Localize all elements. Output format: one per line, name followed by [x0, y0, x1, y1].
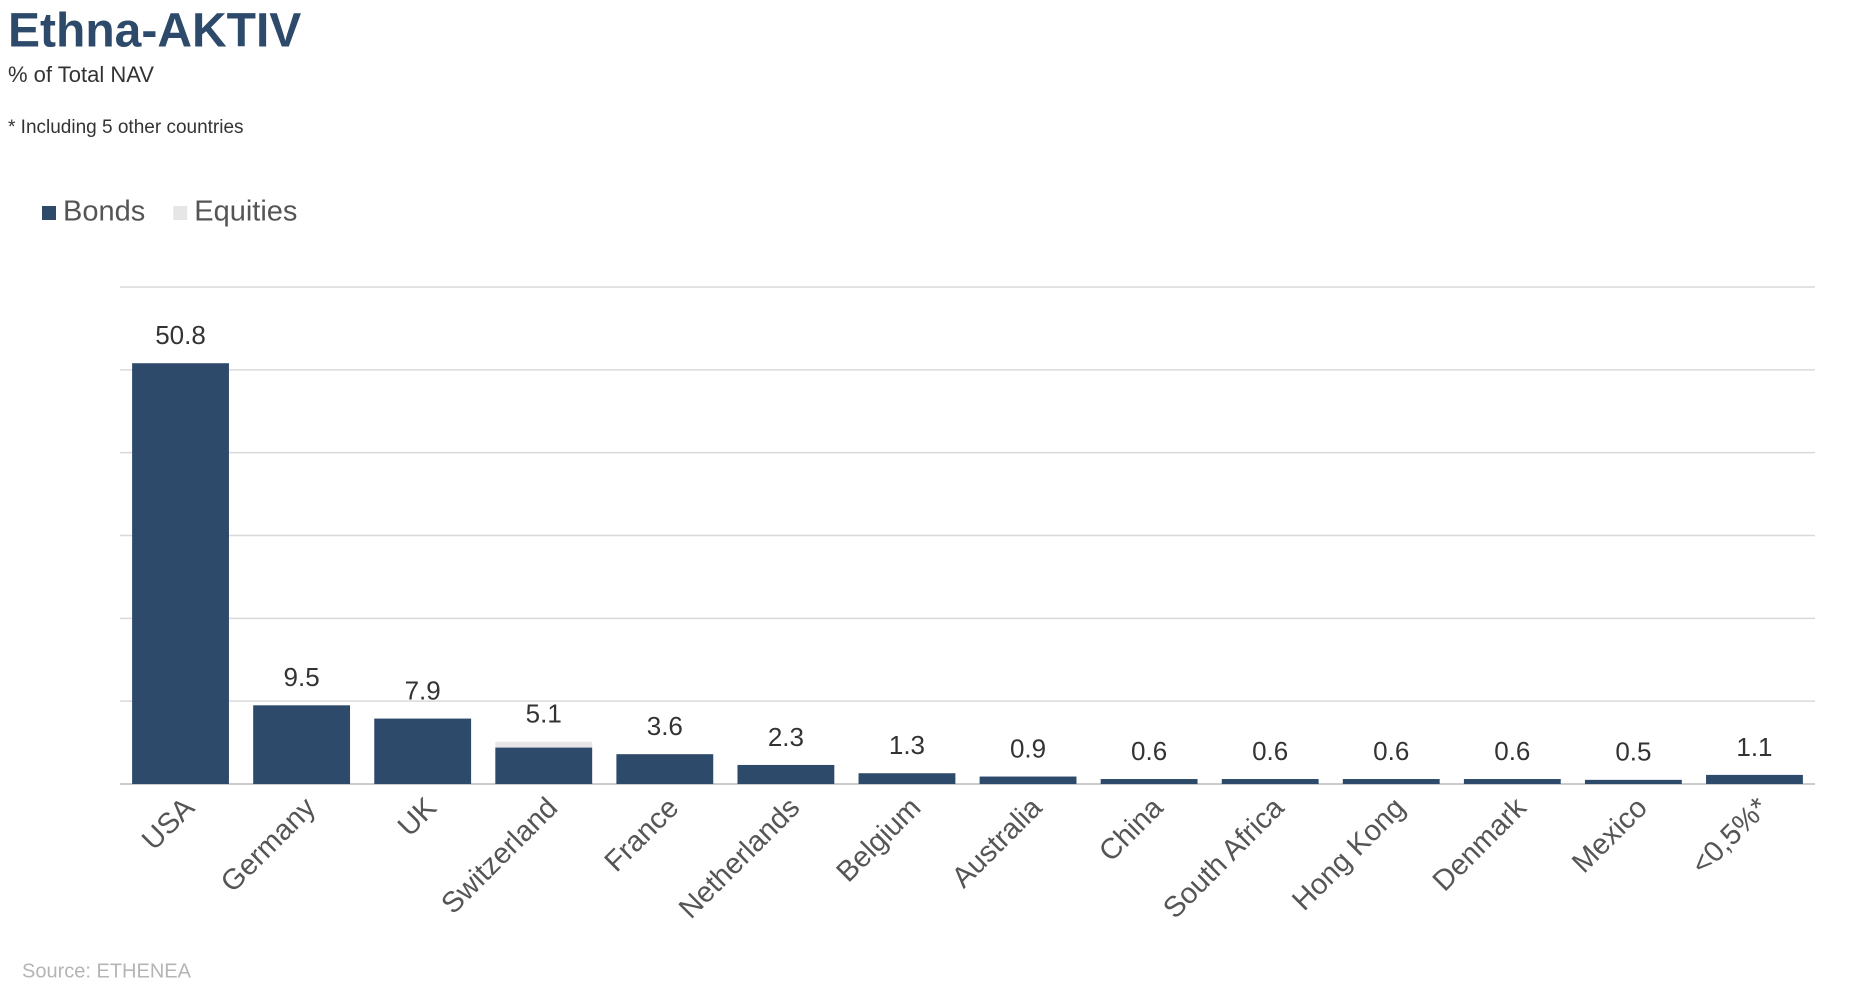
data-label: 0.6	[1373, 736, 1409, 766]
data-label: 5.1	[526, 699, 562, 729]
x-tick-label: China	[1093, 791, 1170, 868]
x-tick-label: USA	[136, 791, 201, 856]
x-tick-label: Belgium	[831, 792, 928, 889]
legend-label: Bonds	[63, 196, 145, 228]
x-tick-label: Hong Kong	[1286, 792, 1411, 917]
data-label: 1.1	[1736, 732, 1772, 762]
bar-segment	[1463, 779, 1561, 784]
bar-segment	[737, 764, 835, 784]
data-label: 0.9	[1010, 733, 1046, 763]
x-tick-label: Denmark	[1427, 791, 1533, 897]
bar-segment	[374, 718, 472, 784]
x-tick-label: France	[599, 792, 685, 878]
bar-segment	[253, 705, 351, 784]
x-tick-label: Australia	[946, 791, 1049, 894]
data-label: 3.6	[647, 711, 683, 741]
bar-segment	[132, 363, 229, 784]
data-label: 0.5	[1615, 737, 1651, 767]
x-tick-label: Netherlands	[673, 792, 806, 925]
chart-title: Ethna-AKTIV	[8, 5, 301, 58]
x-tick-label: Switzerland	[435, 792, 564, 921]
bar-segment	[1221, 779, 1319, 784]
data-label: 2.3	[768, 722, 804, 752]
data-label: 7.9	[405, 675, 441, 705]
data-label: 9.5	[284, 662, 320, 692]
bar-segment	[495, 747, 593, 784]
bar-segment	[616, 754, 714, 784]
data-label: 0.6	[1252, 736, 1288, 766]
x-tick-label: Germany	[215, 791, 322, 898]
data-label: 0.6	[1494, 736, 1530, 766]
x-tick-label: UK	[392, 791, 444, 843]
legend-swatch	[173, 206, 188, 220]
bar-segment	[1100, 779, 1198, 784]
data-label: 50.8	[155, 320, 206, 350]
bar-segment	[1706, 774, 1803, 784]
legend-swatch	[42, 206, 56, 220]
x-tick-label: Mexico	[1566, 792, 1654, 880]
bar-segment	[858, 773, 956, 784]
x-tick-label: South Africa	[1157, 791, 1291, 925]
source: Source: ETHENEA	[22, 960, 192, 982]
x-tick-label: <0,5%*	[1686, 792, 1775, 881]
legend-label: Equities	[194, 196, 297, 228]
chart-subtitle: % of Total NAV	[8, 62, 154, 87]
bar-segment	[495, 741, 593, 748]
data-label: 1.3	[889, 730, 925, 760]
note: * Including 5 other countries	[8, 117, 244, 138]
bar-segment	[1342, 779, 1440, 784]
bar-segment	[1584, 779, 1682, 784]
bar-segment	[979, 776, 1077, 784]
data-label: 0.6	[1131, 736, 1167, 766]
